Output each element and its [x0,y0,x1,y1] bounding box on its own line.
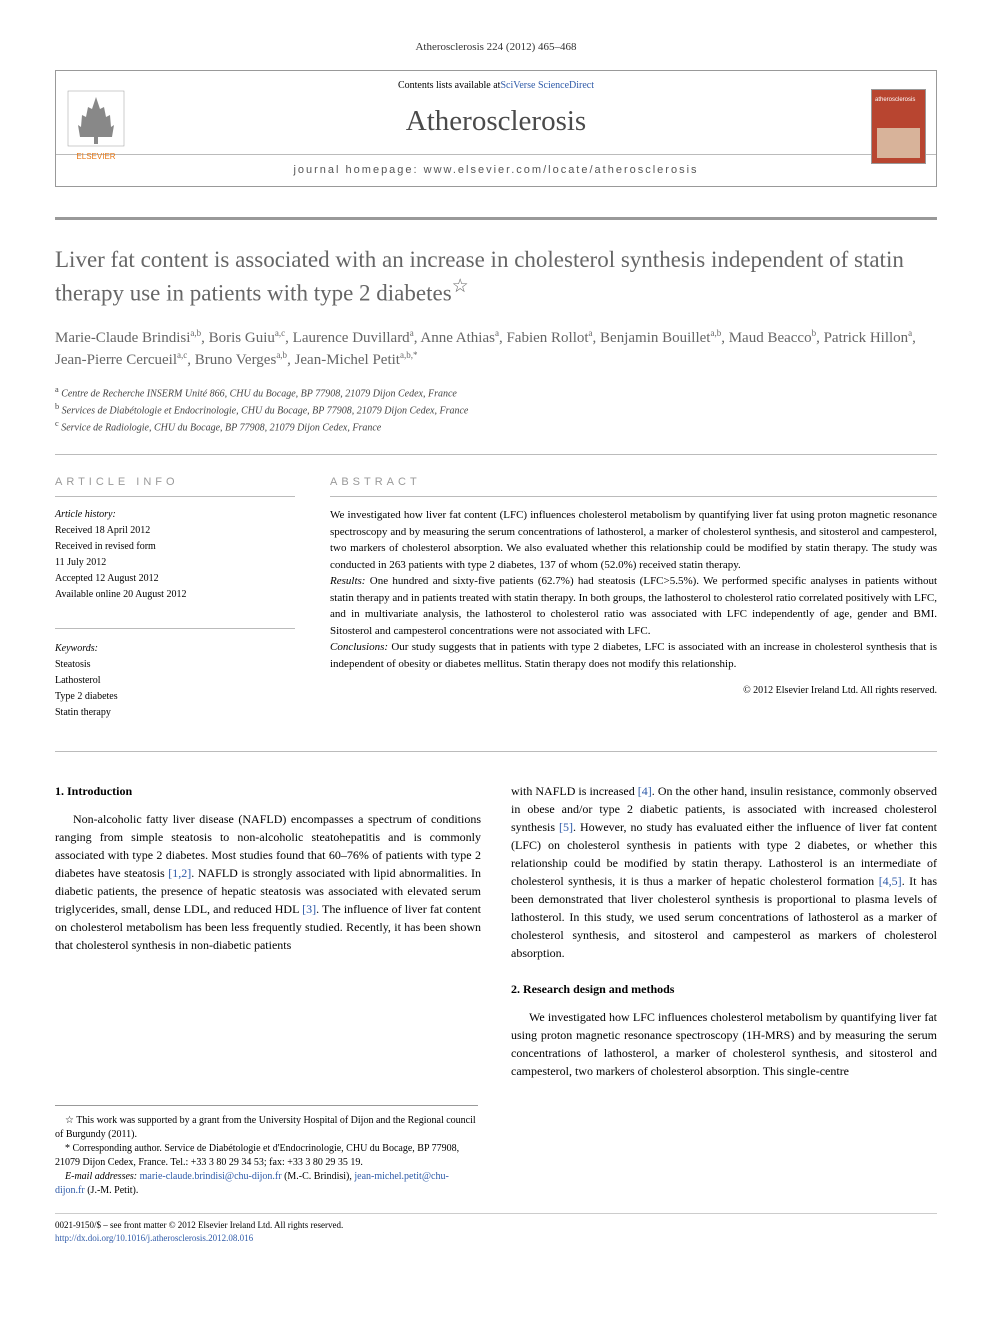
corresponding-footnote: * Corresponding author. Service de Diabé… [55,1142,478,1170]
keywords-divider [55,628,295,635]
history-line: 11 July 2012 [55,557,106,568]
abstract-copyright: © 2012 Elsevier Ireland Ltd. All rights … [330,684,937,698]
article-history: Article history: Received 18 April 2012 R… [55,507,295,603]
issn-line: 0021-9150/$ – see front matter © 2012 El… [55,1219,937,1232]
author-list: Marie-Claude Brindisia,b, Boris Guiua,c,… [55,327,937,372]
homepage-label: journal homepage: [293,164,423,176]
author: Marie-Claude Brindisia,b [55,330,201,346]
abstract-p3-text: Our study suggests that in patients with… [330,641,937,670]
contents-text: Contents lists available at [398,79,500,93]
elsevier-logo: ELSEVIER [66,89,126,164]
author: Patrick Hillona [824,330,913,346]
keyword: Type 2 diabetes [55,691,118,702]
abstract-p2: Results: One hundred and sixty-five pati… [330,573,937,639]
author: Jean-Pierre Cercueila,c [55,352,187,368]
email-label: E-mail addresses: [65,1171,137,1182]
conclusions-label: Conclusions: [330,641,388,653]
abstract-text: We investigated how liver fat content (L… [330,507,937,672]
author: Laurence Duvillarda [293,330,414,346]
ref-link[interactable]: [4,5] [879,874,902,888]
svg-text:ELSEVIER: ELSEVIER [76,152,115,161]
abstract-p1: We investigated how liver fat content (L… [330,507,937,573]
email-footnote: E-mail addresses: marie-claude.brindisi@… [55,1170,478,1198]
article-info-heading: ARTICLE INFO [55,475,295,497]
email-who-2: (J.-M. Petit). [85,1185,139,1196]
section-2-heading: 2. Research design and methods [511,980,937,998]
bottom-meta: 0021-9150/$ – see front matter © 2012 El… [55,1213,937,1244]
affiliation: c Service de Radiologie, CHU du Bocage, … [55,418,937,435]
email-link-1[interactable]: marie-claude.brindisi@chu-dijon.fr [140,1171,282,1182]
keywords-label: Keywords: [55,641,295,657]
body-columns: 1. Introduction Non-alcoholic fatty live… [55,782,937,1080]
author: Benjamin Bouilleta,b [600,330,721,346]
history-line: Accepted 12 August 2012 [55,573,159,584]
results-label: Results: [330,575,365,587]
sciencedirect-link[interactable]: SciVerse ScienceDirect [500,79,594,93]
history-line: Received 18 April 2012 [55,525,150,536]
history-label: Article history: [55,509,116,520]
keyword: Steatosis [55,659,91,670]
section-1-text-left: Non-alcoholic fatty liver disease (NAFLD… [55,810,481,954]
article-title: Liver fat content is associated with an … [55,245,937,308]
article-info: ARTICLE INFO Article history: Received 1… [55,475,295,721]
section-2-text: We investigated how LFC influences chole… [511,1008,937,1080]
journal-name: Atherosclerosis [56,97,936,154]
abstract-heading: ABSTRACT [330,475,937,497]
homepage-line: journal homepage: www.elsevier.com/locat… [56,154,936,186]
column-right: with NAFLD is increased [4]. On the othe… [511,782,937,1080]
ref-link[interactable]: [1,2] [168,866,191,880]
affiliation: b Services de Diabétologie et Endocrinol… [55,401,937,418]
page-reference: Atherosclerosis 224 (2012) 465–468 [55,40,937,55]
author: Boris Guiua,c [209,330,286,346]
journal-cover-thumbnail [871,89,926,164]
title-text: Liver fat content is associated with an … [55,247,904,306]
homepage-url[interactable]: www.elsevier.com/locate/atherosclerosis [424,164,699,176]
author: Anne Athiasa [420,330,499,346]
section-1-text-right: with NAFLD is increased [4]. On the othe… [511,782,937,962]
info-abstract-row: ARTICLE INFO Article history: Received 1… [55,475,937,752]
keyword: Lathosterol [55,675,101,686]
title-footnote-mark: ☆ [452,276,469,297]
footnotes: ☆ This work was supported by a grant fro… [55,1105,478,1198]
affiliation-list: a Centre de Recherche INSERM Unité 866, … [55,384,937,436]
doi-link[interactable]: http://dx.doi.org/10.1016/j.atherosclero… [55,1233,253,1243]
column-left: 1. Introduction Non-alcoholic fatty live… [55,782,481,1080]
abstract-p2-text: One hundred and sixty-five patients (62.… [330,575,937,637]
journal-header: ELSEVIER Contents lists available at Sci… [55,70,937,187]
email-who-1: (M.-C. Brindisi), [282,1171,355,1182]
history-line: Received in revised form [55,541,156,552]
funding-footnote: ☆ This work was supported by a grant fro… [55,1114,478,1142]
abstract-p3: Conclusions: Our study suggests that in … [330,639,937,672]
ref-link[interactable]: [5] [559,820,573,834]
keyword: Statin therapy [55,707,111,718]
section-1-heading: 1. Introduction [55,782,481,800]
author: Bruno Vergesa,b [195,352,287,368]
history-line: Available online 20 August 2012 [55,589,186,600]
keywords-block: Keywords: Steatosis Lathosterol Type 2 dia… [55,641,295,721]
abstract: ABSTRACT We investigated how liver fat c… [330,475,937,721]
contents-list-line: Contents lists available at SciVerse Sci… [56,71,936,97]
author: Fabien Rollota [506,330,592,346]
affiliation: a Centre de Recherche INSERM Unité 866, … [55,384,937,401]
ref-link[interactable]: [4] [638,784,652,798]
title-section: Liver fat content is associated with an … [55,217,937,454]
author: Jean-Michel Petita,b,* [295,352,418,368]
author: Maud Beaccob [729,330,816,346]
ref-link[interactable]: [3] [302,902,316,916]
